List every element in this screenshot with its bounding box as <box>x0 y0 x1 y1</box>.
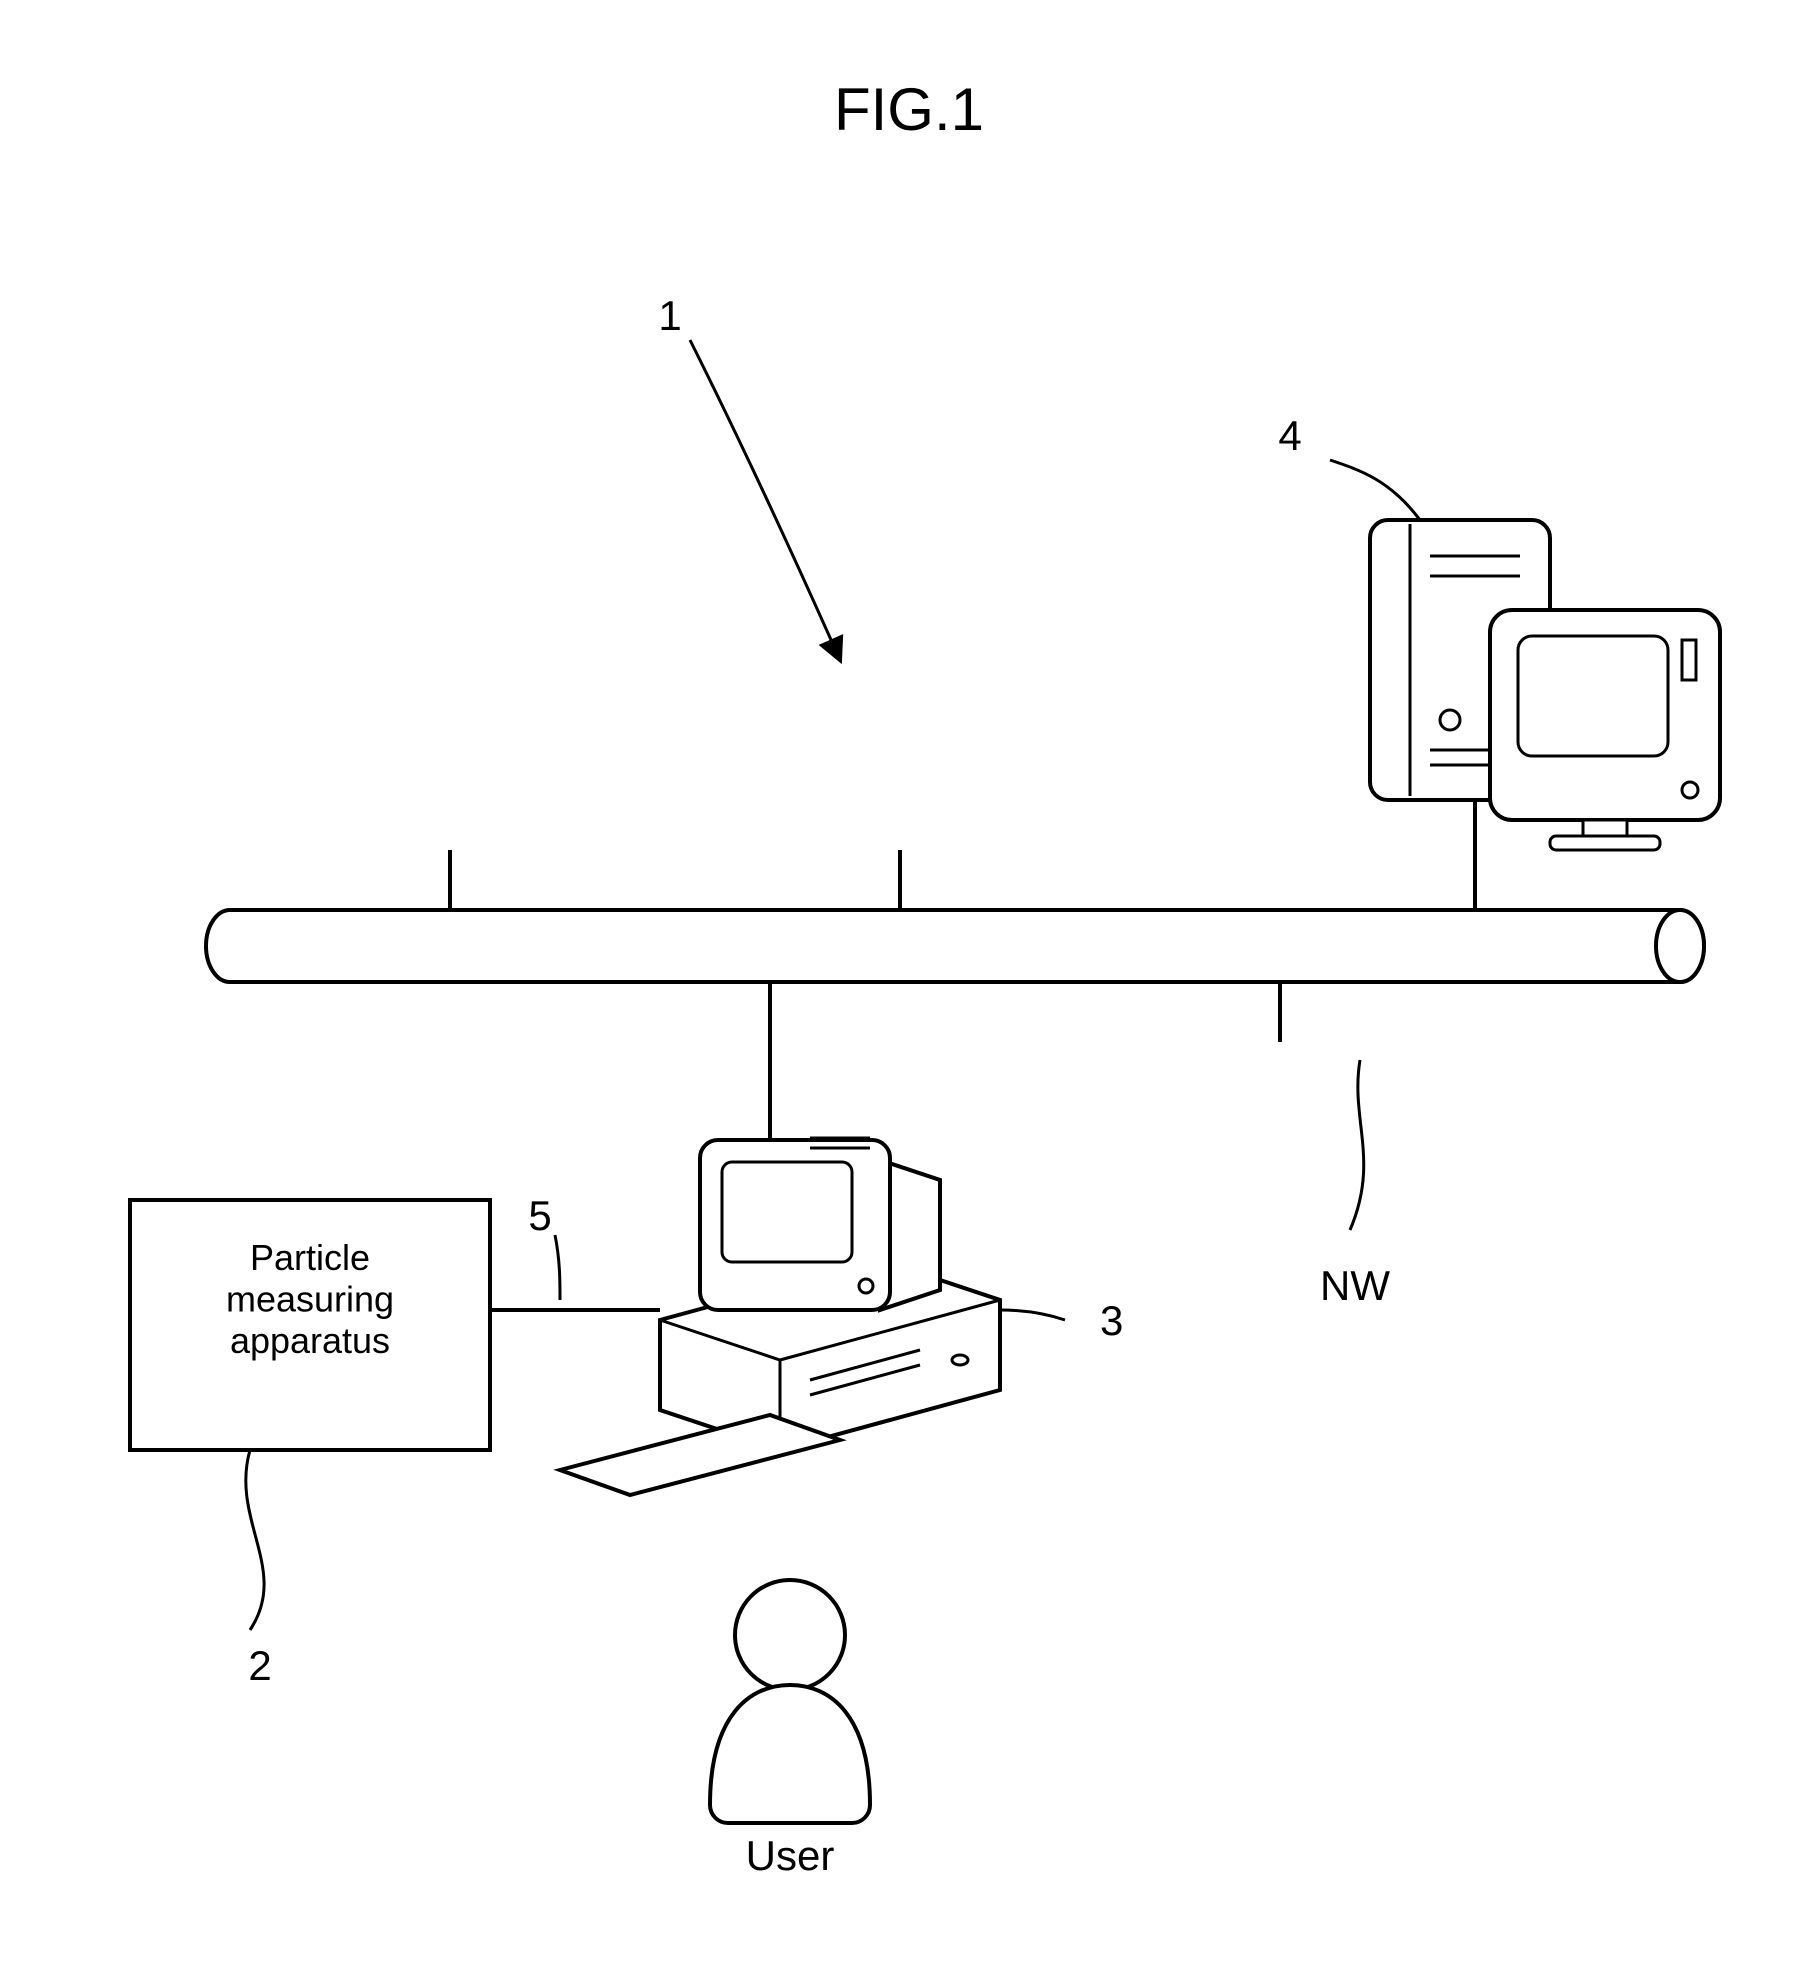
system-ref-label: 1 <box>658 292 681 339</box>
figure-title: FIG.1 <box>834 76 984 143</box>
user-icon <box>710 1580 870 1823</box>
particle-apparatus-label: Particlemeasuringapparatus <box>226 1237 394 1361</box>
nw-leader <box>1350 1060 1364 1230</box>
user-label: User <box>746 1832 835 1879</box>
ref5-leader <box>555 1235 560 1300</box>
client-pc-icon <box>560 1042 1065 1495</box>
ref2-leader <box>246 1450 264 1630</box>
client-ref-label: 3 <box>1100 1297 1123 1344</box>
link-ref-label: 5 <box>528 1192 551 1239</box>
system-ref-arrow <box>690 340 840 660</box>
server-icon <box>1330 460 1720 850</box>
server-ref-label: 4 <box>1278 412 1301 459</box>
particle-ref-label: 2 <box>248 1642 271 1689</box>
network-bus <box>206 910 1704 982</box>
bus-endcap <box>1656 910 1704 982</box>
nw-label: NW <box>1320 1262 1390 1309</box>
